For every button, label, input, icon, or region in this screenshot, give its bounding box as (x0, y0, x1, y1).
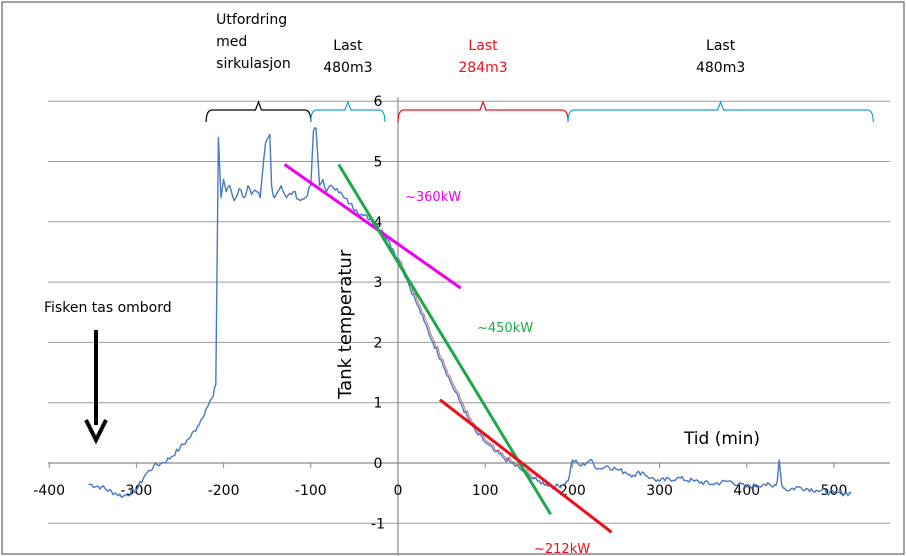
down-arrowhead-icon (84, 419, 108, 445)
phase-label: Last (706, 38, 736, 54)
y-tick-label: 6 (374, 94, 383, 110)
phase-label: Utfordring (216, 12, 287, 28)
y-tick-label: 2 (374, 335, 383, 351)
y-tick-label: 0 (374, 456, 383, 472)
y-axis-title: Tank temperatur (335, 249, 356, 400)
x-tick-label: 100 (472, 483, 499, 499)
trend-label: ~360kW (405, 190, 461, 205)
y-tick-label: 3 (374, 275, 383, 291)
phase-label: 284m3 (458, 60, 507, 76)
x-tick-label: 300 (646, 483, 673, 499)
trend-label: ~450kW (477, 321, 533, 336)
annotation-label: Fisken tas ombord (44, 300, 172, 316)
phase-label: Last (468, 38, 498, 54)
trend-label: ~212kW (534, 542, 590, 556)
x-tick-label: -100 (295, 483, 327, 499)
phase-brace (310, 100, 386, 123)
phase-brace (567, 100, 874, 123)
phase-brace (205, 100, 312, 123)
x-tick-label: -400 (33, 483, 65, 499)
phase-label: 480m3 (696, 60, 745, 76)
trend-line (337, 163, 552, 516)
phase-brace (397, 100, 569, 123)
x-tick-label: 500 (821, 483, 848, 499)
y-tick-label: -1 (371, 516, 385, 532)
trend-line (438, 398, 613, 534)
temperature-series-line (88, 127, 852, 499)
x-tick-label: -200 (208, 483, 240, 499)
y-tick-label: 1 (374, 396, 383, 412)
phase-label: sirkulasjon (216, 56, 291, 72)
x-tick-label: 400 (733, 483, 760, 499)
y-tick-label: 5 (374, 155, 383, 171)
trend-line (283, 163, 462, 290)
phase-label: Last (333, 38, 363, 54)
phase-label: med (216, 34, 247, 50)
y-tick-label: 4 (374, 215, 383, 231)
phase-label: 480m3 (323, 60, 372, 76)
x-axis-title: Tid (min) (683, 429, 760, 449)
x-tick-label: 0 (394, 483, 403, 499)
cooling-segment-overlay (400, 260, 538, 479)
